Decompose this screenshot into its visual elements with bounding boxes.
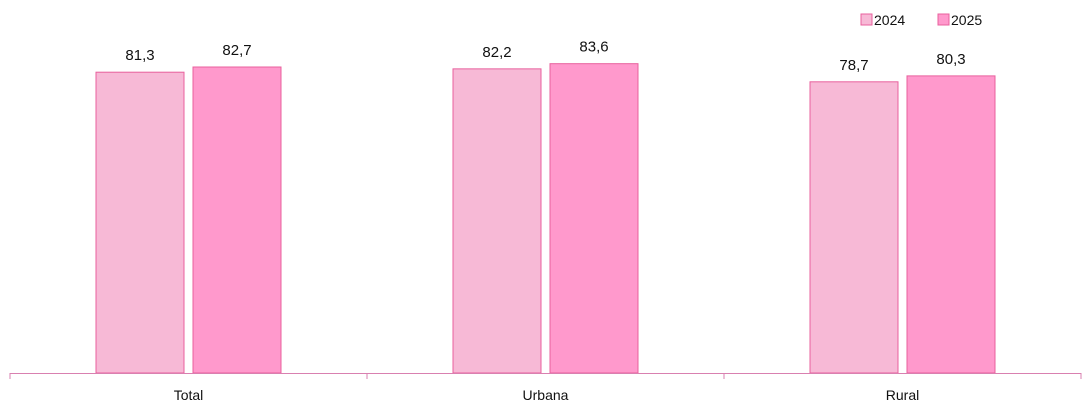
legend-swatch-2024 bbox=[860, 13, 873, 26]
bar-urbana-2025 bbox=[549, 63, 639, 374]
legend-label-2025: 2025 bbox=[951, 12, 982, 28]
x-tick-label-rural: Rural bbox=[886, 387, 919, 403]
value-label-rural-2025: 80,3 bbox=[936, 51, 965, 68]
legend-label-2024: 2024 bbox=[874, 12, 905, 28]
bar-rural-2024 bbox=[809, 81, 899, 374]
bar-rural-2025 bbox=[906, 75, 996, 374]
value-label-total-2024: 81,3 bbox=[125, 47, 154, 64]
value-label-rural-2024: 78,7 bbox=[839, 57, 868, 74]
value-label-total-2025: 82,7 bbox=[222, 42, 251, 59]
x-tick-label-total: Total bbox=[174, 387, 204, 403]
value-labels-layer: 81,3 82,7 82,2 83,6 78,7 80,3 bbox=[125, 39, 965, 74]
value-label-urbana-2025: 83,6 bbox=[579, 39, 608, 56]
bar-total-2024 bbox=[95, 71, 185, 374]
legend: 2024 2025 bbox=[860, 12, 982, 28]
legend-swatch-2025 bbox=[937, 13, 950, 26]
x-axis: Total Urbana Rural bbox=[9, 373, 1082, 403]
bar-urbana-2024 bbox=[452, 68, 542, 374]
x-tick-label-urbana: Urbana bbox=[523, 387, 569, 403]
bars-layer bbox=[95, 63, 996, 374]
bar-total-2025 bbox=[192, 66, 282, 374]
value-label-urbana-2024: 82,2 bbox=[482, 44, 511, 61]
